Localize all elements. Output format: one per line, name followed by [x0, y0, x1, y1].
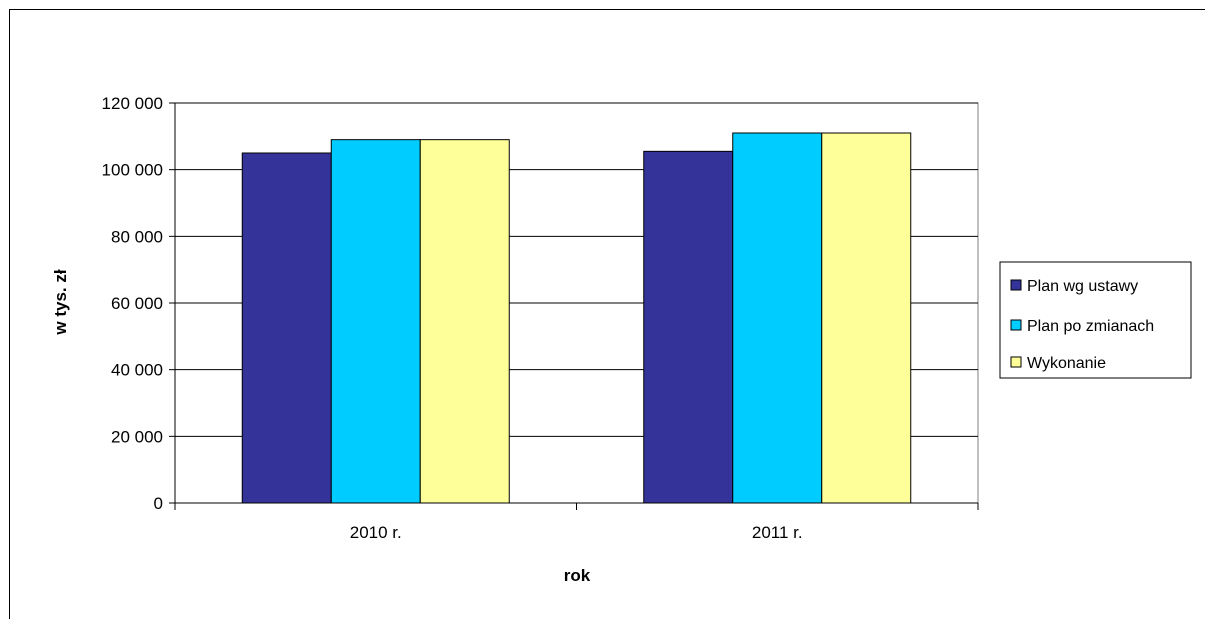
bars	[241, 132, 912, 504]
legend: Plan wg ustawy Plan po zmianach Wykonanie	[999, 261, 1192, 379]
legend-swatch	[1010, 319, 1022, 331]
y-tick-label: 40 000	[111, 361, 163, 380]
x-tick-label: 2011 r.	[752, 523, 803, 542]
legend-label: Plan wg ustawy	[1027, 278, 1138, 295]
y-tick-label: 20 000	[111, 427, 163, 446]
x-axis-title: rok	[564, 566, 591, 585]
legend-label: Plan po zmianach	[1027, 318, 1154, 335]
legend-label: Wykonanie	[1027, 355, 1106, 372]
bar	[241, 152, 332, 504]
bar	[330, 139, 421, 504]
bar	[732, 132, 823, 504]
legend-box	[999, 261, 1192, 379]
y-axis-title: w tys. zł	[51, 269, 70, 335]
y-tick-label: 60 000	[111, 294, 163, 313]
y-tick-label: 80 000	[111, 227, 163, 246]
legend-swatch	[1010, 279, 1022, 291]
bar	[821, 132, 912, 504]
chart-frame	[9, 9, 1205, 619]
axes: 0 20 000 40 000 60 000 80 000 100 000 120 000 2…	[102, 94, 979, 542]
x-tick-label: 2010 r.	[350, 523, 402, 542]
y-tick-label: 0	[154, 494, 163, 513]
legend-swatch	[1010, 356, 1022, 368]
bar	[419, 139, 510, 504]
y-tick-label: 120 000	[102, 94, 163, 113]
y-tick-label: 100 000	[102, 161, 163, 180]
bar	[643, 150, 734, 504]
